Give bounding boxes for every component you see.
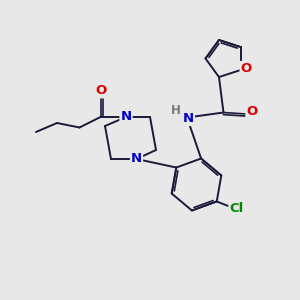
- Text: N: N: [131, 152, 142, 166]
- Text: Cl: Cl: [230, 202, 244, 215]
- Text: O: O: [95, 84, 106, 98]
- Text: N: N: [183, 112, 194, 125]
- Text: H: H: [171, 104, 181, 118]
- Text: O: O: [241, 62, 252, 75]
- Text: O: O: [246, 105, 258, 118]
- Text: N: N: [120, 110, 132, 124]
